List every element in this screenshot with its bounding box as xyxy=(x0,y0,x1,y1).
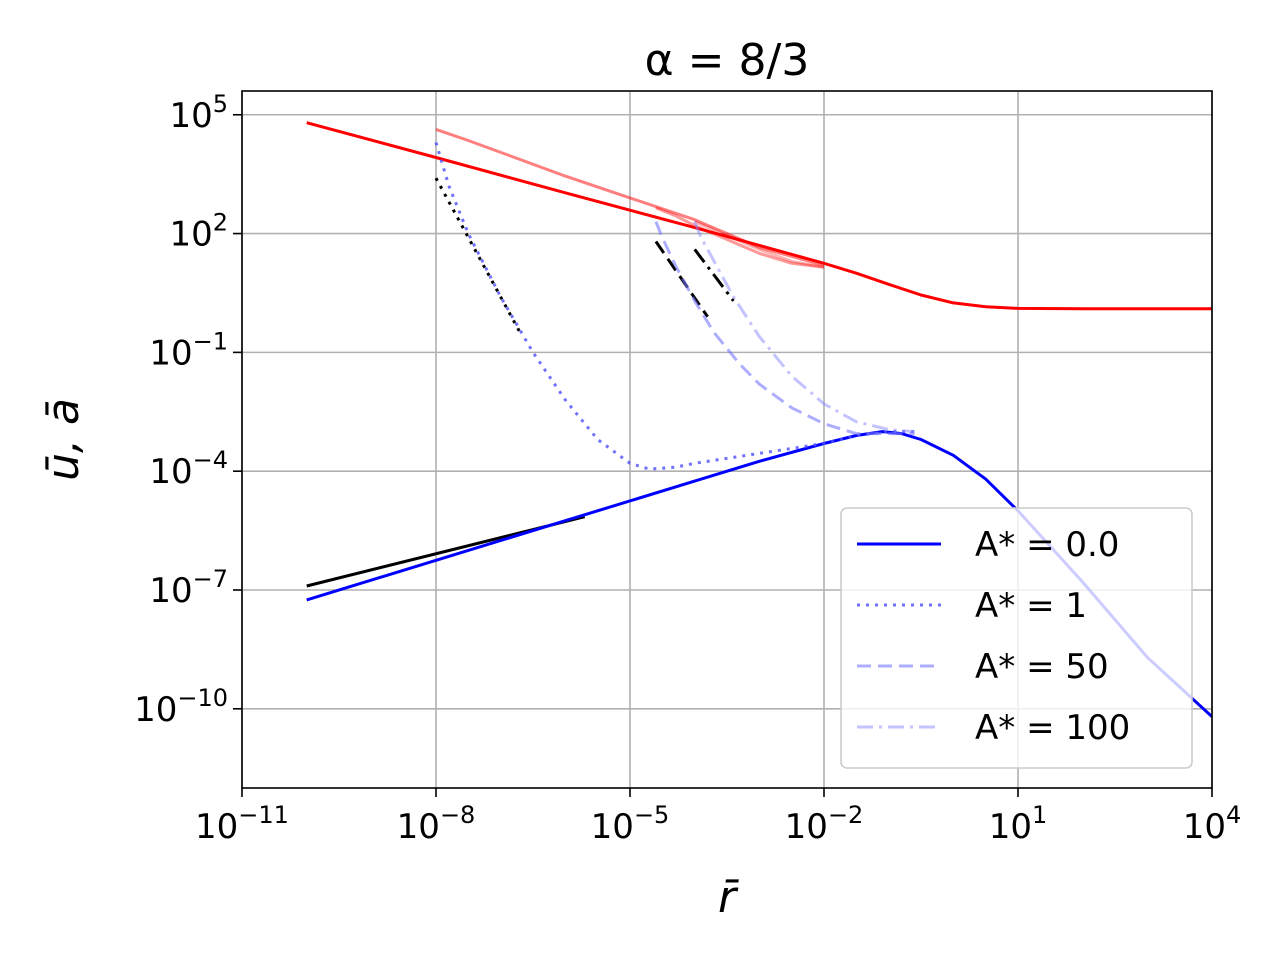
y-tick-label: 10−4 xyxy=(149,446,228,492)
reference-line xyxy=(693,248,735,302)
u-series-line xyxy=(654,221,915,436)
y-tick-label: 102 xyxy=(169,209,228,255)
x-tick-label: 104 xyxy=(1183,801,1242,847)
y-axis-label: ū, ā xyxy=(38,398,89,481)
y-tick-label: 105 xyxy=(169,90,228,136)
reference-line xyxy=(654,240,709,318)
y-tick-label: 10−7 xyxy=(149,565,228,611)
x-tick-label: 101 xyxy=(989,801,1048,847)
legend-label: A* = 0.0 xyxy=(975,525,1119,565)
y-tick-label: 10−10 xyxy=(134,684,228,730)
x-tick-label: 10−8 xyxy=(397,801,476,847)
legend: A* = 0.0 A* = 1 A* = 50 A* = 100 xyxy=(840,507,1193,769)
a-series-line xyxy=(655,206,825,269)
legend-label: A* = 100 xyxy=(975,708,1130,748)
u-series-line xyxy=(693,221,915,434)
x-tick-label: 10−2 xyxy=(785,801,864,847)
a-series-line xyxy=(694,220,825,269)
legend-box xyxy=(840,507,1193,769)
x-tick-label: 10−5 xyxy=(591,801,670,847)
x-axis-label: r̄ xyxy=(718,872,739,923)
ticks: 10−11 10−8 10−5 10−2 101 104 105 102 10−1 10−4 10−… xyxy=(134,90,1241,847)
reference-line xyxy=(434,177,522,334)
axes-frame xyxy=(241,90,1213,789)
chart-title: α = 8/3 xyxy=(645,35,810,86)
legend-label: A* = 1 xyxy=(975,586,1087,626)
a-series-line xyxy=(306,121,1212,311)
a-series-line xyxy=(435,127,825,267)
legend-label: A* = 50 xyxy=(975,647,1109,687)
y-tick-label: 10−1 xyxy=(149,327,228,373)
x-tick-label: 10−11 xyxy=(195,801,289,847)
u-series-line xyxy=(434,142,915,471)
